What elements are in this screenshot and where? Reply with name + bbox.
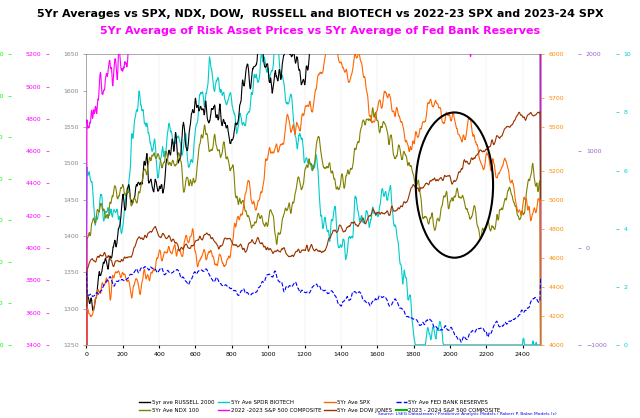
Text: Source: LSEG Datastream / Predictive Analytic Models / Robert P. Balan Models (c: Source: LSEG Datastream / Predictive Ana…	[378, 412, 557, 416]
Text: 5Yr Averages vs SPX, NDX, DOW,  RUSSELL and BIOTECH vs 2022-23 SPX and 2023-24 S: 5Yr Averages vs SPX, NDX, DOW, RUSSELL a…	[36, 9, 604, 19]
Legend: 5yr ave RUSSELL 2000, 5Yr Ave NDX 100, 5Yr Ave SPDR BIOTECH, 2022 -2023 S&P 500 : 5yr ave RUSSELL 2000, 5Yr Ave NDX 100, 5…	[137, 398, 503, 415]
Text: 5Yr Average of Risk Asset Prices vs 5Yr Average of Fed Bank Reserves: 5Yr Average of Risk Asset Prices vs 5Yr …	[100, 26, 540, 36]
